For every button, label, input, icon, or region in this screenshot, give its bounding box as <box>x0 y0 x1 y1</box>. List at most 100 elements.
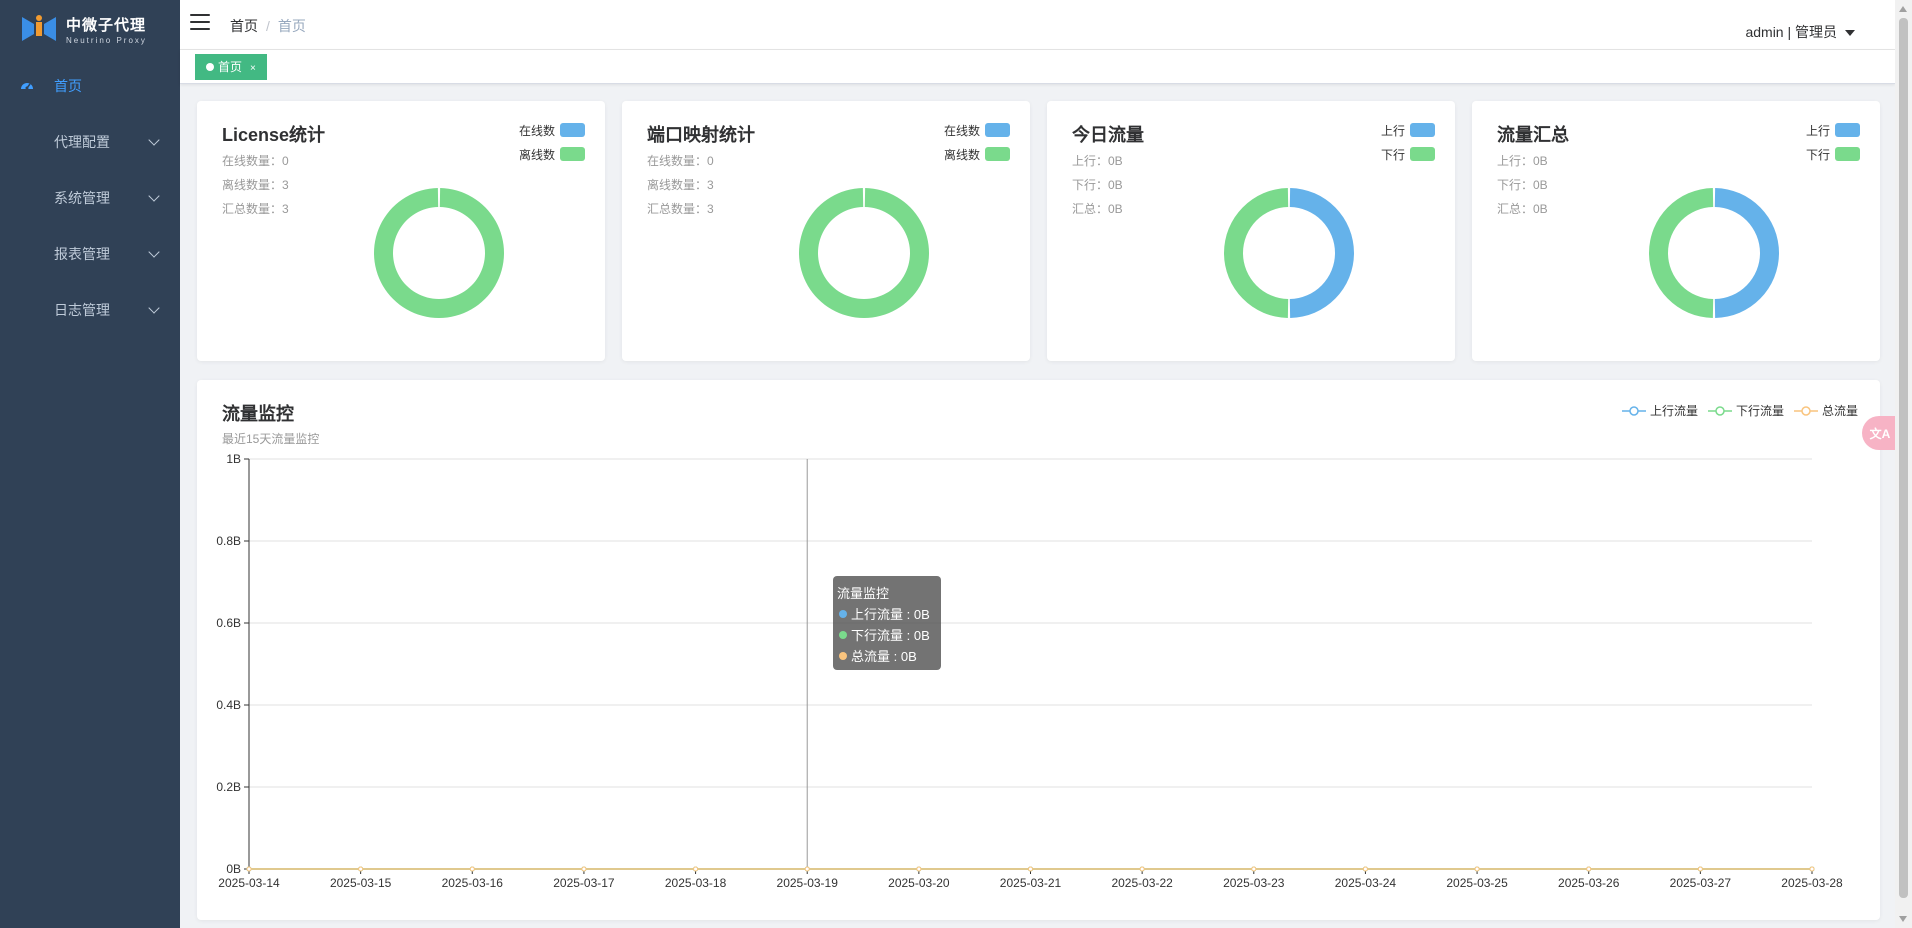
monitor-subtitle: 最近15天流量监控 <box>222 432 320 446</box>
donut-chart[interactable] <box>797 186 931 320</box>
data-point[interactable] <box>916 866 922 872</box>
translate-float-button[interactable]: 文A <box>1862 416 1898 450</box>
data-point[interactable] <box>1809 866 1815 872</box>
user-dropdown[interactable]: admin | 管理员 <box>1745 22 1855 42</box>
legend-item[interactable]: 在线数 <box>943 123 1010 138</box>
card-stat: 离线数量：3 <box>222 178 289 192</box>
donut-chart[interactable] <box>1647 186 1781 320</box>
donut-chart[interactable] <box>372 186 506 320</box>
x-tick-label: 2025-03-21 <box>1000 876 1062 890</box>
legend-label: 总流量 <box>1821 404 1858 418</box>
x-tick-label: 2025-03-17 <box>553 876 615 890</box>
legend-item[interactable]: 离线数 <box>519 147 585 162</box>
legend-swatch <box>985 123 1010 137</box>
legend-swatch <box>1410 123 1435 137</box>
data-point[interactable] <box>1474 866 1480 872</box>
data-point[interactable] <box>246 866 252 872</box>
top-navbar: 首页 / 首页 admin | 管理员 <box>180 0 1895 50</box>
sidebar-item-label: 日志管理 <box>54 302 110 318</box>
card-stat: 汇总：0B <box>1497 202 1548 216</box>
breadcrumb-home[interactable]: 首页 <box>230 18 258 34</box>
grid-icon <box>20 247 34 261</box>
neutrino-logo-icon <box>22 15 56 41</box>
card-title: License统计 <box>222 125 326 145</box>
app-logo[interactable]: 中微子代理 Neutrino Proxy <box>0 0 180 58</box>
donut-slice[interactable] <box>1223 188 1289 318</box>
legend-item[interactable]: 下行 <box>1806 147 1860 162</box>
data-point[interactable] <box>1586 866 1592 872</box>
data-point[interactable] <box>1251 866 1257 872</box>
data-point[interactable] <box>1139 866 1145 872</box>
y-tick-label: 0.4B <box>216 698 241 712</box>
data-point[interactable] <box>581 866 587 872</box>
data-point[interactable] <box>358 866 364 872</box>
traffic-line-chart[interactable]: 0B 0.2B 0.4B 0.6B 0.8B 1B 2025-03-14 2025-03-15… <box>197 380 1880 920</box>
tooltip-row-up: 上行流量 : 0B <box>837 603 937 624</box>
legend-item[interactable]: 上行 <box>1806 123 1860 138</box>
legend-item-total[interactable]: 总流量 <box>1793 402 1858 419</box>
close-icon[interactable]: × <box>250 63 256 74</box>
monitor-title: 流量监控 <box>222 404 294 424</box>
sidebar-item-label: 首页 <box>54 78 82 94</box>
sidebar-item-proxy-config[interactable]: 代理配置 <box>0 114 180 170</box>
tab-home[interactable]: 首页 × <box>195 54 267 80</box>
x-tick-label: 2025-03-25 <box>1446 876 1508 890</box>
data-point[interactable] <box>693 866 699 872</box>
donut-slice[interactable] <box>1648 188 1714 318</box>
legend-item[interactable]: 离线数 <box>943 147 1010 162</box>
legend-label: 在线数 <box>943 123 980 138</box>
donut-chart[interactable] <box>1222 186 1356 320</box>
x-tick-label: 2025-03-20 <box>888 876 950 890</box>
donut-legend: 在线数 离线数 <box>944 123 1010 171</box>
legend-item-up[interactable]: 上行流量 <box>1621 402 1698 419</box>
data-point[interactable] <box>1362 866 1368 872</box>
traffic-summary-card: 流量汇总 上行：0B 下行：0B 汇总：0B 上行 下行 <box>1472 101 1880 361</box>
scroll-down-arrow-icon[interactable] <box>1899 916 1907 922</box>
card-stat: 在线数量：0 <box>222 154 289 168</box>
donut-slice[interactable] <box>799 188 929 318</box>
tooltip-title: 流量监控 <box>837 586 890 601</box>
sidebar-item-system[interactable]: 系统管理 <box>0 170 180 226</box>
x-tick-label: 2025-03-24 <box>1335 876 1397 890</box>
legend-label: 下行 <box>1380 147 1405 162</box>
data-point[interactable] <box>469 866 475 872</box>
y-tick-label: 0.6B <box>216 616 241 630</box>
x-tick-label: 2025-03-14 <box>218 876 280 890</box>
page-scrollbar[interactable] <box>1895 0 1912 928</box>
data-point[interactable] <box>1697 866 1703 872</box>
legend-swatch <box>1835 147 1860 161</box>
legend-swatch <box>985 147 1010 161</box>
legend-swatch <box>1835 123 1860 137</box>
tooltip-value: 下行流量 : 0B <box>851 628 930 643</box>
series-dot-icon <box>839 630 847 639</box>
sidebar-item-logs[interactable]: 日志管理 <box>0 282 180 338</box>
card-stat: 上行：0B <box>1497 154 1548 168</box>
chevron-down-icon <box>148 302 160 314</box>
hamburger-menu-icon[interactable] <box>190 14 210 32</box>
data-point[interactable] <box>1028 866 1033 872</box>
y-tick-label: 1B <box>226 452 241 466</box>
card-stat: 汇总数量：3 <box>647 202 714 216</box>
donut-slice[interactable] <box>1289 188 1355 318</box>
legend-item[interactable]: 在线数 <box>519 123 585 138</box>
dashboard-icon <box>21 83 33 90</box>
donut-slice[interactable] <box>1714 188 1780 318</box>
card-title: 今日流量 <box>1072 125 1144 145</box>
legend-item[interactable]: 上行 <box>1381 123 1435 138</box>
port-mapping-stats-card: 端口映射统计 在线数量：0 离线数量：3 汇总数量：3 在线数 离线数 <box>622 101 1030 361</box>
legend-item-down[interactable]: 下行流量 <box>1707 402 1784 419</box>
card-title: 端口映射统计 <box>647 125 755 145</box>
card-stat: 下行：0B <box>1072 178 1123 192</box>
legend-label: 上行流量 <box>1649 404 1698 418</box>
sidebar-item-reports[interactable]: 报表管理 <box>0 226 180 282</box>
scrollbar-thumb[interactable] <box>1899 18 1908 898</box>
data-point[interactable] <box>804 866 810 872</box>
tooltip-row-total: 总流量 : 0B <box>837 645 937 666</box>
sidebar-item-home[interactable]: 首页 <box>0 58 180 114</box>
card-stat: 汇总数量：3 <box>222 202 289 216</box>
legend-item[interactable]: 下行 <box>1380 147 1435 162</box>
x-tick-label: 2025-03-19 <box>777 876 839 890</box>
scroll-up-arrow-icon[interactable] <box>1899 6 1907 12</box>
legend-label: 离线数 <box>943 147 980 162</box>
donut-slice[interactable] <box>374 188 504 318</box>
